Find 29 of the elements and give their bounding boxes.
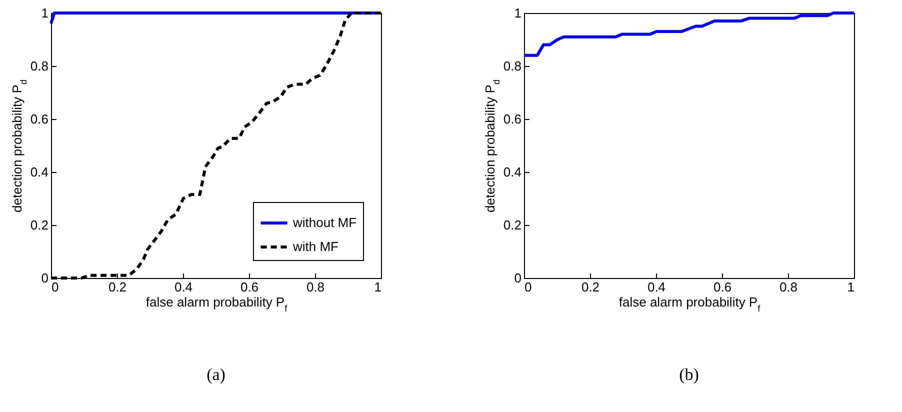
text: (a)	[206, 365, 226, 384]
text: (b)	[679, 365, 699, 384]
y-tick-label: 0.2	[30, 218, 48, 232]
x-tick-label: 0.6	[240, 280, 259, 294]
y-tick-label: 0.4	[30, 164, 48, 180]
x-tick-label: 0.2	[581, 280, 600, 294]
x-tick-label: 0.8	[779, 280, 798, 294]
y-tick-label: 0.6	[30, 112, 48, 126]
y-tick-label: 0.8	[30, 58, 48, 74]
legend-label: without MF	[292, 215, 357, 230]
x-tick-label: 1	[374, 280, 382, 294]
x-tick-label: 0	[52, 280, 59, 294]
x-tick-label: 0.6	[713, 280, 732, 294]
x-tick-label: 0.2	[108, 280, 127, 294]
x-axis-title: false alarm probability P$_{f}$	[146, 294, 288, 314]
y-tick-label: 1	[514, 6, 522, 20]
x-tick-label: 1	[847, 280, 854, 294]
y-tick-label: 1	[41, 6, 48, 20]
legend-label: with MF	[292, 239, 339, 254]
x-tick-label: 0	[524, 280, 532, 294]
y-tick-label: 0.6	[503, 112, 522, 126]
line-series	[522, 12, 856, 57]
x-tick-label: 0.4	[647, 280, 666, 294]
x-axis-title: false alarm probability P$_{f}$	[618, 294, 761, 314]
x-tick-label: 0.4	[174, 280, 193, 294]
y-tick-label: 0.4	[503, 164, 522, 180]
x-tick-label: 0.8	[306, 280, 325, 294]
y-tick-label: 0.8	[503, 58, 522, 74]
y-tick-label: 0.2	[503, 218, 522, 232]
